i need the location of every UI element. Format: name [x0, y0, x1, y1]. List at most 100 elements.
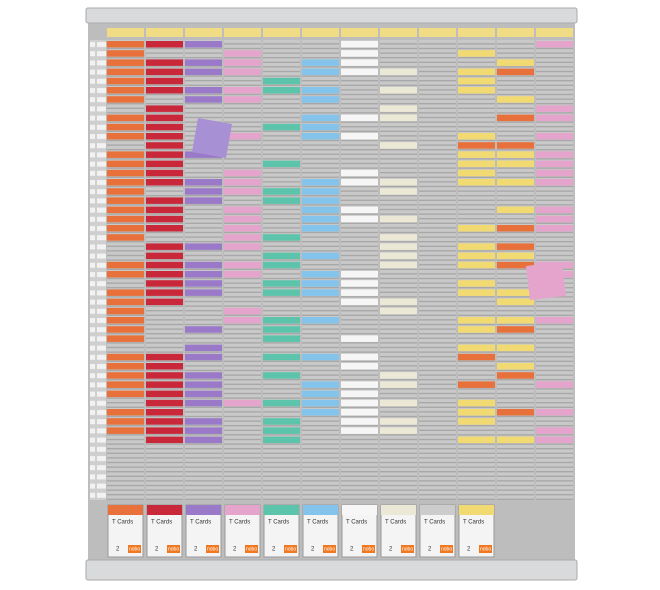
t-card — [185, 399, 222, 407]
header-card — [497, 28, 534, 37]
t-card — [380, 179, 417, 186]
t-card — [185, 289, 222, 296]
t-card — [263, 399, 300, 407]
t-card — [146, 225, 183, 232]
t-card — [107, 234, 144, 241]
card-boxes: T Cards 2 nobo T Cards 2 nobo T Cards 2 nobo T Ca… — [107, 504, 495, 558]
t-card — [107, 307, 144, 315]
t-card — [263, 160, 300, 168]
t-card — [341, 390, 378, 398]
t-card — [107, 409, 144, 416]
t-card — [185, 280, 222, 287]
t-card — [497, 243, 534, 250]
t-card — [107, 59, 144, 66]
t-card — [536, 225, 573, 232]
t-card — [107, 197, 144, 204]
t-card — [146, 133, 183, 140]
t-card — [497, 142, 534, 149]
brand-badge — [128, 545, 141, 553]
t-card — [380, 243, 417, 250]
box-strip — [225, 505, 260, 515]
t-card — [302, 280, 339, 287]
t-card — [224, 169, 261, 177]
t-card — [302, 289, 339, 296]
t-card — [185, 68, 222, 76]
t-card — [107, 179, 144, 186]
t-card — [341, 427, 378, 434]
t-card — [224, 271, 261, 278]
t-card — [302, 225, 339, 232]
box-label: T Cards — [229, 520, 250, 526]
t-card — [185, 188, 222, 195]
t-card — [341, 271, 378, 278]
t-card — [341, 280, 378, 287]
t-card — [458, 409, 495, 416]
t-card — [536, 381, 573, 388]
box-brand: nobo — [441, 546, 452, 552]
t-card — [263, 234, 300, 241]
box-count: 2 — [389, 547, 393, 553]
t-card — [302, 96, 339, 103]
t-card — [536, 169, 573, 177]
t-card — [146, 59, 183, 66]
t-card — [185, 390, 222, 398]
t-card — [302, 68, 339, 76]
t-card — [302, 123, 339, 131]
t-card — [341, 335, 378, 342]
t-card — [536, 105, 573, 112]
t-card — [458, 399, 495, 407]
t-card — [107, 335, 144, 342]
t-card — [380, 399, 417, 407]
t-card — [263, 77, 300, 85]
box-brand: nobo — [207, 546, 218, 552]
box-strip — [147, 505, 182, 515]
t-card — [224, 87, 261, 94]
slot-column — [458, 40, 495, 500]
brand-badge — [440, 545, 453, 553]
t-card — [224, 206, 261, 214]
t-card — [536, 206, 573, 214]
t-card — [146, 418, 183, 425]
t-card — [341, 399, 378, 407]
t-card — [224, 179, 261, 186]
t-card — [263, 197, 300, 204]
header-card — [107, 28, 144, 37]
t-card — [185, 87, 222, 94]
slot-column — [302, 40, 339, 500]
t-card — [341, 215, 378, 223]
t-card — [536, 409, 573, 416]
t-card — [263, 261, 300, 269]
t-card — [497, 225, 534, 232]
t-card — [107, 363, 144, 370]
t-card — [146, 363, 183, 370]
t-card — [107, 206, 144, 214]
t-card — [107, 418, 144, 425]
box-count: 2 — [311, 547, 315, 553]
t-card — [263, 353, 300, 361]
t-card — [224, 50, 261, 57]
t-card — [146, 123, 183, 131]
t-card — [185, 353, 222, 361]
t-card — [146, 169, 183, 177]
box-label: T Cards — [463, 520, 484, 526]
t-card — [185, 261, 222, 269]
t-card — [146, 179, 183, 186]
t-card — [302, 317, 339, 324]
t-card — [146, 197, 183, 204]
t-card — [185, 418, 222, 425]
t-card — [380, 215, 417, 223]
header-card — [302, 28, 339, 37]
t-card — [263, 372, 300, 379]
t-card — [263, 188, 300, 195]
t-card — [185, 197, 222, 204]
t-card — [458, 151, 495, 158]
t-card — [341, 59, 378, 66]
slot-column — [224, 40, 261, 500]
loose-card — [192, 118, 232, 158]
t-card — [185, 326, 222, 333]
t-card — [107, 87, 144, 94]
t-card — [185, 381, 222, 388]
t-card — [107, 151, 144, 158]
loose-card — [526, 262, 566, 300]
